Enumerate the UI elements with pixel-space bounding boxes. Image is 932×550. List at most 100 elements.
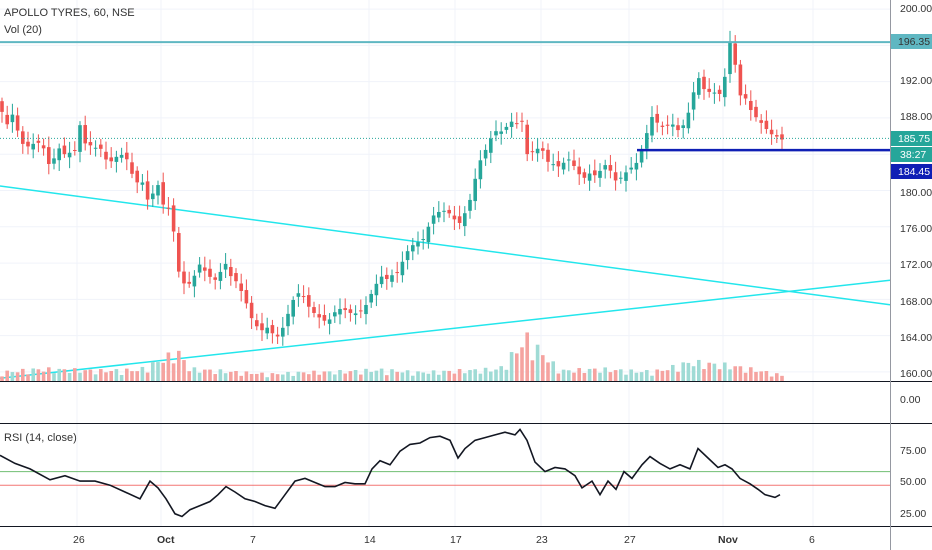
volume-bar: [171, 363, 176, 381]
volume-bar: [99, 369, 103, 381]
volume-bar: [629, 369, 633, 381]
candle-body: [265, 327, 269, 334]
volume-bar: [551, 361, 555, 381]
candle-body: [239, 283, 243, 292]
horizontal-levels[interactable]: [0, 41, 890, 152]
volume-bar: [275, 374, 280, 381]
candle-body: [421, 239, 425, 241]
candle-body: [411, 245, 415, 252]
candle-body: [249, 302, 254, 319]
price-axis[interactable]: 200.00 192.00 188.00 180.00 176.00 172.0…: [891, 3, 932, 380]
volume-bar: [447, 370, 451, 381]
candle-body: [52, 158, 56, 164]
candle-body: [322, 315, 327, 321]
volume-bar: [369, 371, 373, 381]
candle-body: [348, 309, 353, 313]
volume-bar: [546, 362, 550, 381]
volume-bar: [270, 373, 275, 381]
volume-legend[interactable]: Vol (20): [4, 24, 42, 36]
volume-bar: [686, 362, 691, 381]
candle-body: [561, 162, 566, 170]
price-tick: 176.00: [900, 223, 932, 235]
volume-bar: [249, 373, 254, 381]
volume-bar: [41, 371, 46, 381]
candle-body: [395, 272, 399, 274]
candle-body: [478, 160, 483, 180]
candles: [0, 30, 784, 346]
candle-body: [728, 41, 732, 75]
candle-body: [130, 162, 134, 174]
volume-bar: [47, 367, 51, 381]
volume-bar: [208, 369, 212, 381]
volume-bar: [645, 370, 649, 381]
volume-bar: [379, 368, 384, 381]
volume-bar: [634, 372, 639, 381]
candle-body: [385, 274, 389, 280]
candle-body: [515, 123, 519, 125]
volume-bar: [385, 375, 389, 381]
candle-body: [67, 152, 72, 158]
candle-body: [582, 172, 587, 178]
volume-bar: [515, 353, 519, 381]
candle-body: [73, 149, 77, 151]
candle-body: [671, 124, 675, 127]
symbol-legend[interactable]: APOLLO TYRES, 60, NSE: [4, 7, 135, 19]
volume-bar: [223, 373, 228, 381]
volume-bar: [390, 369, 394, 381]
candle-body: [749, 100, 753, 111]
candle-body: [145, 181, 150, 200]
time-axis[interactable]: 26 Oct 7 14 17 23 27 Nov 6: [73, 534, 815, 546]
rsi-legend[interactable]: RSI (14, close): [4, 432, 77, 444]
candle-body: [619, 177, 623, 179]
volume-bar: [483, 367, 488, 381]
volume-bar: [26, 374, 30, 381]
candle-body: [567, 159, 571, 161]
volume-bar: [780, 375, 784, 381]
candle-body: [572, 160, 576, 167]
candle-body: [587, 173, 592, 181]
candle-body: [151, 193, 155, 200]
volume-bar: [229, 371, 233, 381]
rsi-pane[interactable]: [0, 428, 890, 518]
volume-bars: [0, 332, 784, 381]
candle-body: [535, 148, 540, 154]
candle-body: [546, 149, 550, 162]
time-tick: 26: [73, 534, 85, 546]
support-price-label: 184.45: [898, 166, 930, 178]
candle-body: [697, 78, 701, 95]
candle-body: [78, 125, 82, 152]
candle-body: [140, 182, 145, 185]
volume-bar: [567, 370, 571, 381]
volume-bar: [411, 375, 415, 381]
volume-bar: [322, 371, 327, 381]
candle-body: [416, 242, 420, 247]
candle-body: [759, 120, 763, 123]
volume-bar: [88, 369, 93, 381]
candle-body: [270, 325, 275, 334]
volume-bar: [353, 370, 358, 381]
volume-bar: [697, 359, 701, 381]
trendlines[interactable]: [0, 185, 891, 380]
candle-body: [260, 323, 264, 331]
price-tick: 188.00: [900, 111, 932, 123]
volume-bar: [333, 374, 337, 381]
volume-bar: [15, 372, 20, 381]
volume-bar: [405, 370, 410, 381]
candle-body: [769, 129, 774, 135]
candle-body: [738, 64, 743, 96]
rsi-tick: 50.00: [900, 476, 926, 488]
volume-bar: [681, 362, 685, 381]
volume-bar: [619, 369, 623, 381]
candle-body: [359, 310, 363, 312]
volume-bar: [613, 370, 618, 381]
rsi-axis[interactable]: 75.00 50.00 25.00: [900, 445, 926, 520]
volume-bar: [78, 372, 82, 381]
candle-body: [83, 125, 87, 144]
volume-bar: [421, 372, 425, 381]
candle-body: [629, 167, 633, 170]
volume-bar: [260, 372, 264, 381]
price-tick: 160.00: [900, 368, 932, 380]
candle-body: [364, 304, 368, 315]
candle-body: [177, 233, 181, 272]
